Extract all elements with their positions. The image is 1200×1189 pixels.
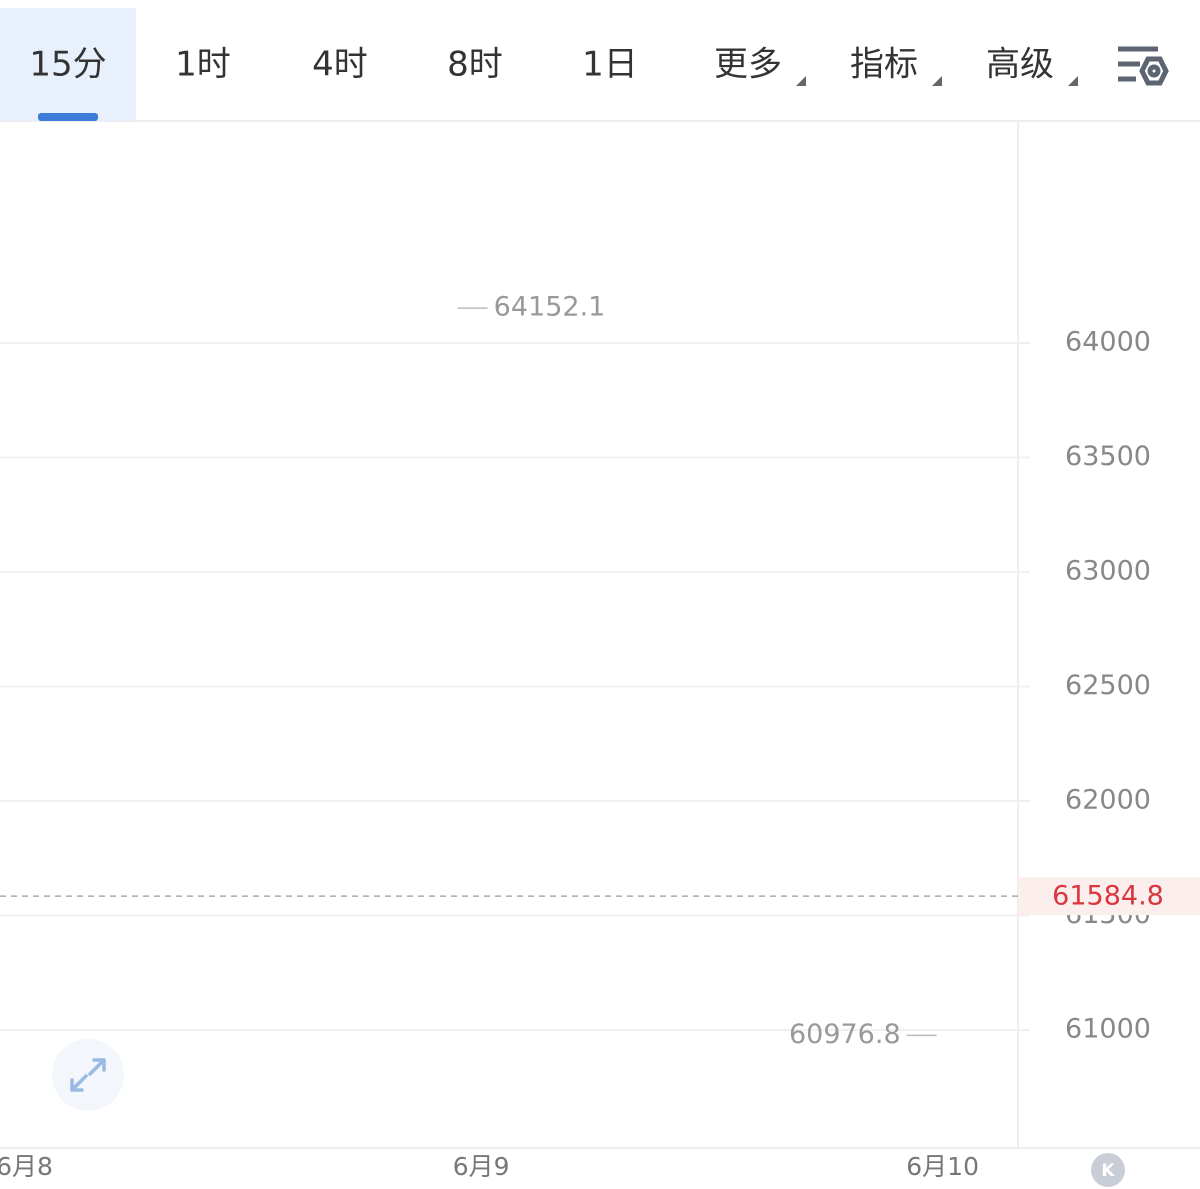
chart: 610006150062000625006300063500640006月86月…: [0, 122, 1200, 1181]
y-tick-label: 61000: [1065, 1014, 1151, 1045]
last-price-label: 61584.8: [1052, 881, 1164, 912]
x-tick-label: 6月8: [0, 1152, 53, 1181]
tab[interactable]: 8时: [447, 45, 503, 85]
y-tick-label: 63000: [1065, 556, 1151, 587]
active-tab-bg: [0, 8, 136, 121]
dropdown-caret: [1068, 76, 1078, 86]
y-tick-label: 62500: [1065, 670, 1151, 701]
last-price-box: [1018, 877, 1200, 916]
high-label: 64152.1: [494, 292, 606, 323]
y-tick-label: 63500: [1065, 441, 1151, 472]
low-label: 60976.8: [789, 1019, 901, 1050]
settings-icon[interactable]: [1118, 46, 1169, 86]
tab[interactable]: 指标: [850, 45, 918, 85]
tab[interactable]: 更多: [714, 45, 782, 85]
tab[interactable]: 1时: [175, 45, 231, 85]
tab[interactable]: 15分: [29, 45, 106, 85]
x-tick-label: 6月10: [906, 1152, 979, 1181]
svg-text:K: K: [1101, 1161, 1115, 1181]
y-tick-label: 64000: [1065, 327, 1151, 358]
tab[interactable]: 4时: [312, 45, 368, 85]
dropdown-caret: [932, 76, 942, 86]
x-tick-label: 6月9: [453, 1152, 510, 1181]
y-tick-label: 62000: [1065, 785, 1151, 816]
dropdown-caret: [796, 76, 806, 86]
active-tab-indicator: [38, 113, 98, 121]
k-button[interactable]: K: [1091, 1153, 1125, 1187]
expand-button[interactable]: [52, 1039, 124, 1111]
tab[interactable]: 1日: [582, 45, 638, 85]
tab-bar: 15分 1时 4时 8时 1日 更多 指标 高级: [0, 8, 1200, 122]
tab[interactable]: 高级: [986, 45, 1054, 85]
